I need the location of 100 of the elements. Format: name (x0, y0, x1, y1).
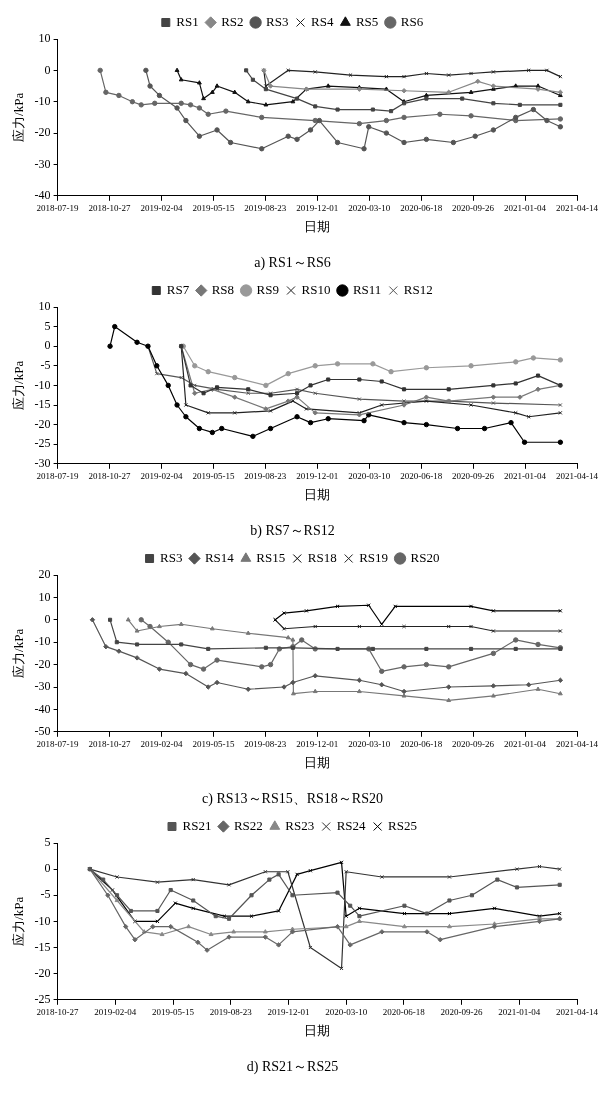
x-tick-label: 2019-12-01 (296, 202, 339, 213)
legend-label: RS23 (285, 817, 315, 833)
x-tick-label: 2019-12-01 (267, 1006, 310, 1017)
y-tick-label: -20 (34, 416, 51, 431)
x-tick-label: 2019-05-15 (192, 738, 235, 749)
legend-label: RS12 (403, 281, 433, 297)
legend-label: RS19 (359, 549, 389, 565)
x-tick-label: 2018-07-19 (36, 738, 80, 749)
x-tick-label: 2019-02-04 (140, 202, 183, 213)
x-tick-label: 2019-02-04 (94, 1006, 137, 1017)
x-tick-label: 2021-01-04 (504, 738, 547, 749)
legend-label: RS4 (311, 13, 334, 29)
x-tick-label: 2019-08-23 (209, 1006, 253, 1017)
x-tick-label: 2021-01-04 (504, 470, 547, 481)
legend-label: RS14 (204, 549, 235, 565)
x-tick-label: 2019-08-23 (244, 470, 287, 481)
legend-label: RS1 (176, 13, 199, 29)
y-tick-label: -20 (34, 125, 51, 140)
x-tick-label: 2019-08-23 (244, 738, 287, 749)
y-tick-label: 0 (44, 861, 51, 876)
legend-label: RS7 (166, 281, 190, 297)
y-tick-label: -30 (34, 679, 51, 694)
legend-label: RS3 (160, 549, 183, 565)
y-tick-label: -10 (34, 93, 51, 108)
x-tick-label: 2019-08-23 (244, 202, 287, 213)
y-tick-label: -25 (34, 436, 51, 451)
text: d) RS21～RS25 (246, 1059, 339, 1076)
x-tick-label: 2020-03-10 (325, 1006, 368, 1017)
legend-label: RS6 (400, 13, 424, 29)
legend-label: RS24 (336, 817, 367, 833)
x-tick-label: 2019-12-01 (296, 738, 339, 749)
y-axis-title: 应力/kPa (11, 896, 27, 946)
y-tick-label: -10 (34, 634, 51, 649)
x-tick-label: 2018-07-19 (36, 202, 80, 213)
x-tick-label: 2021-04-14 (556, 470, 599, 481)
x-tick-label: 2019-02-04 (140, 470, 183, 481)
legend-label: RS18 (307, 549, 337, 565)
x-tick-label: 2018-10-27 (36, 1006, 80, 1017)
y-tick-label: 0 (44, 611, 51, 626)
x-axis-title: 日期 (304, 1022, 331, 1038)
y-tick-label: -20 (34, 965, 51, 980)
y-tick-label: -10 (34, 913, 51, 928)
x-axis-title: 日期 (304, 218, 331, 234)
x-tick-label: 2018-10-27 (88, 738, 132, 749)
legend-label: RS20 (410, 549, 440, 565)
x-axis-title: 日期 (304, 486, 331, 502)
legend-label: RS10 (301, 281, 331, 297)
y-tick-label: 0 (44, 62, 51, 77)
x-tick-label: 2021-04-14 (556, 738, 599, 749)
x-tick-label: 2020-09-26 (452, 202, 495, 213)
y-tick-label: 10 (38, 589, 51, 604)
y-tick-label: -40 (34, 701, 51, 716)
x-tick-label: 2018-10-27 (88, 470, 132, 481)
legend-label: RS3 (266, 13, 289, 29)
x-axis-title: 日期 (304, 754, 331, 770)
y-tick-label: 10 (38, 31, 51, 46)
x-tick-label: 2019-05-15 (192, 202, 235, 213)
x-tick-label: 2018-07-19 (36, 470, 80, 481)
text: c) RS13～RS15、RS18～RS20 (202, 791, 383, 808)
y-tick-label: -15 (34, 397, 51, 412)
x-tick-label: 2018-10-27 (88, 202, 132, 213)
legend-label: RS25 (388, 817, 418, 833)
legend-label: RS22 (233, 817, 263, 833)
x-tick-label: 2020-03-10 (348, 738, 391, 749)
y-tick-label: 0 (44, 338, 51, 353)
y-tick-label: -30 (34, 156, 51, 171)
legend-label: RS15 (256, 549, 286, 565)
legend-label: RS5 (355, 13, 379, 29)
x-tick-label: 2020-06-18 (400, 202, 443, 213)
y-axis-title: 应力/kPa (11, 360, 27, 410)
y-tick-label: 5 (44, 318, 51, 333)
x-tick-label: 2020-03-10 (348, 202, 391, 213)
legend-label: RS11 (352, 281, 382, 297)
legend-label: RS9 (256, 281, 279, 297)
y-tick-label: 5 (44, 835, 51, 850)
y-tick-label: -10 (34, 377, 51, 392)
x-tick-label: 2020-09-26 (452, 470, 495, 481)
y-tick-label: -5 (40, 357, 51, 372)
y-tick-label: -20 (34, 656, 51, 671)
x-tick-label: 2020-06-18 (382, 1006, 426, 1017)
y-axis-title: 应力/kPa (11, 628, 27, 678)
x-tick-label: 2020-03-10 (348, 470, 391, 481)
x-tick-label: 2020-06-18 (400, 470, 443, 481)
legend-label: RS8 (211, 281, 235, 297)
y-tick-label: -50 (34, 723, 51, 738)
legend-label: RS21 (182, 817, 212, 833)
y-tick-label: -5 (40, 887, 51, 902)
y-tick-label: -40 (34, 187, 51, 202)
x-tick-label: 2021-01-04 (498, 1006, 541, 1017)
y-tick-label: -15 (34, 939, 51, 954)
legend-label: RS2 (221, 13, 244, 29)
x-tick-label: 2020-09-26 (452, 738, 495, 749)
x-tick-label: 2021-04-14 (556, 1006, 599, 1017)
text: b) RS7～RS12 (250, 523, 335, 540)
x-tick-label: 2021-01-04 (504, 202, 547, 213)
x-tick-label: 2019-02-04 (140, 738, 183, 749)
x-tick-label: 2019-12-01 (296, 470, 339, 481)
x-tick-label: 2019-05-15 (152, 1006, 195, 1017)
x-tick-label: 2021-04-14 (556, 202, 599, 213)
x-tick-label: 2020-06-18 (400, 738, 443, 749)
